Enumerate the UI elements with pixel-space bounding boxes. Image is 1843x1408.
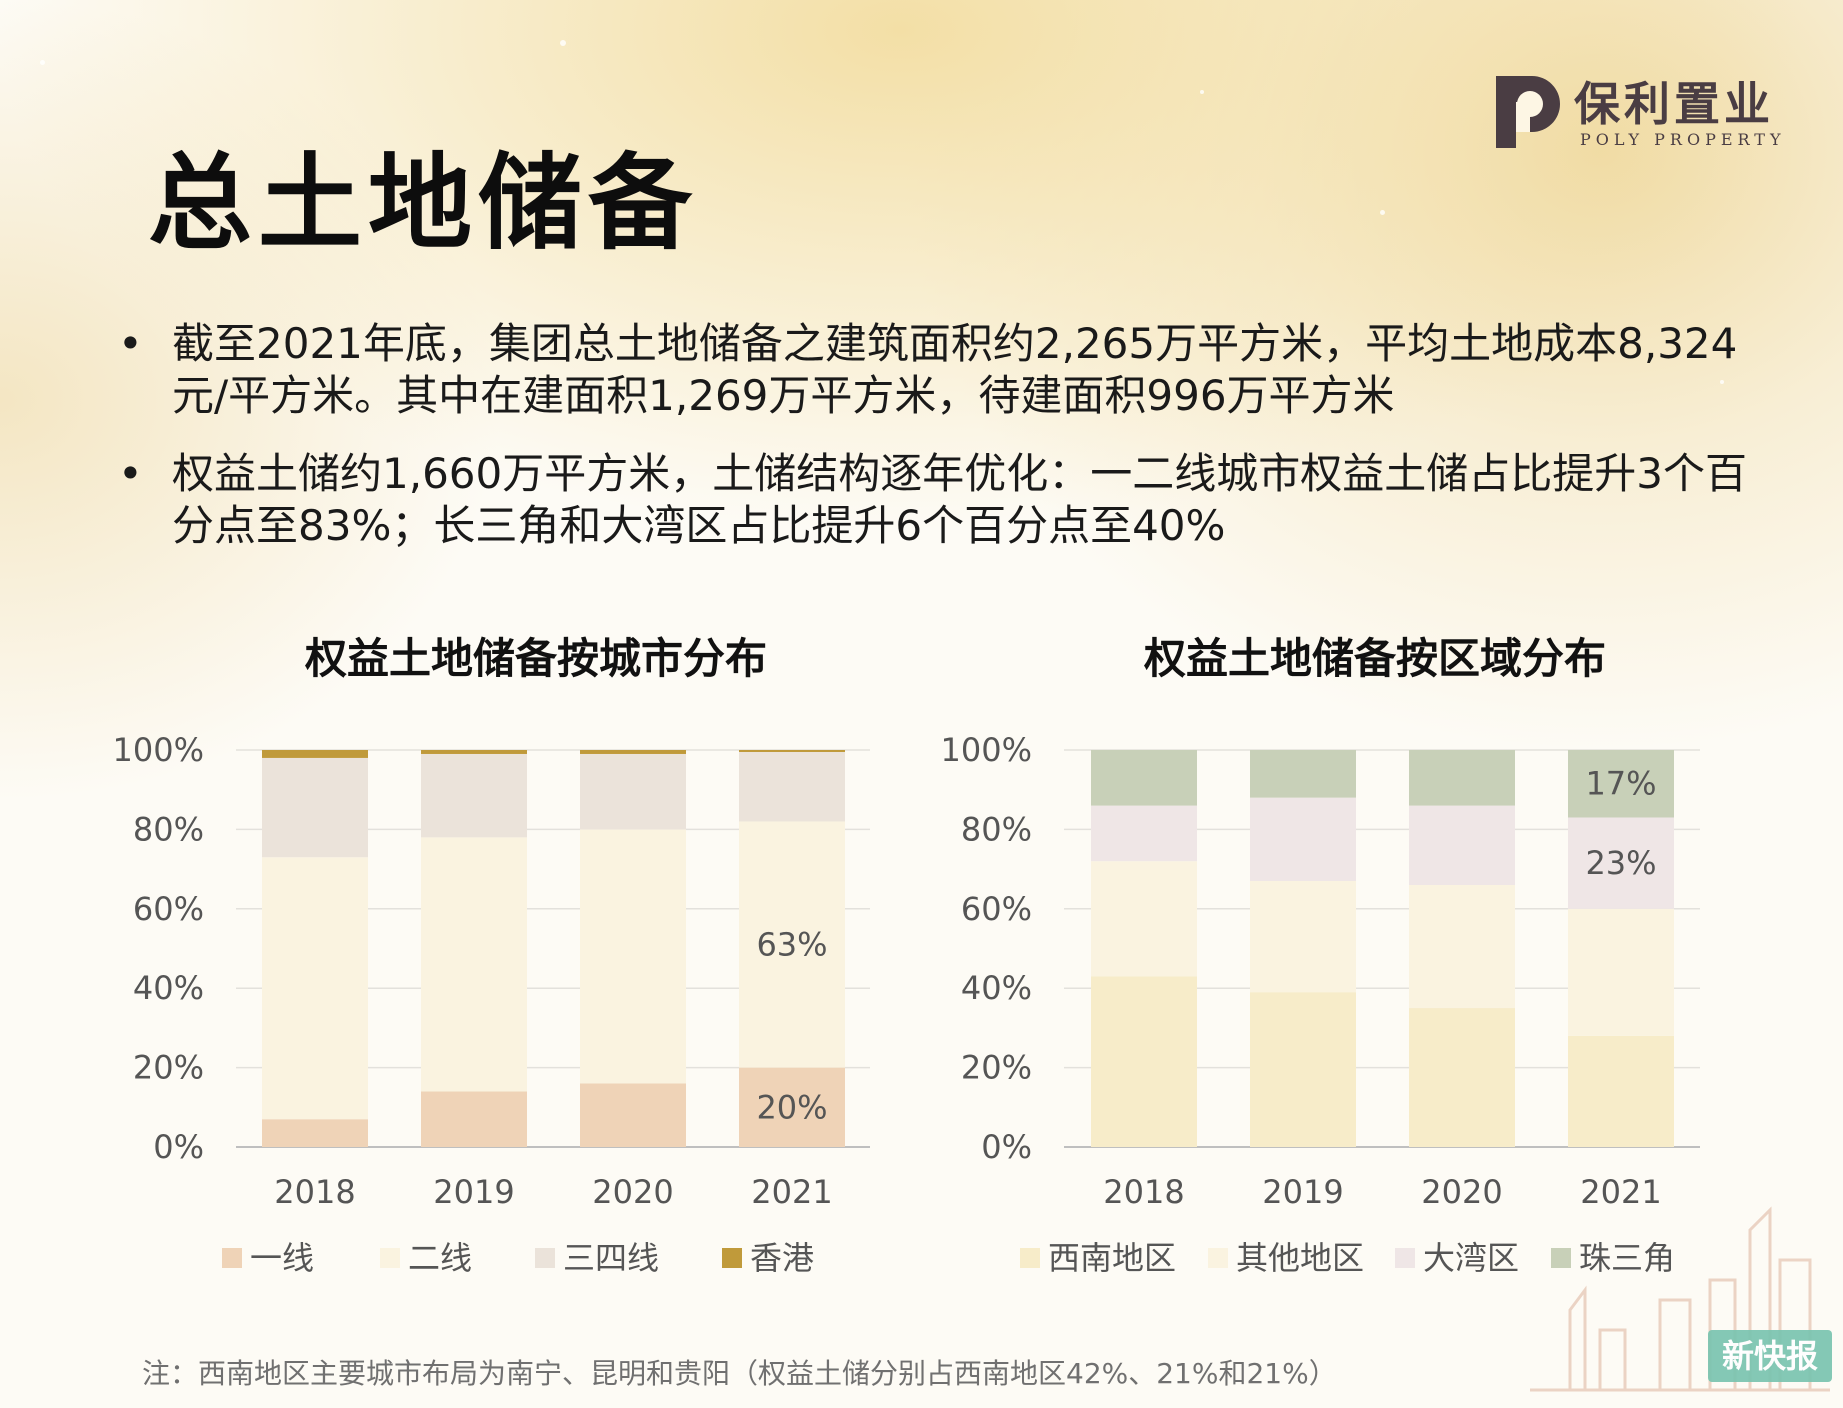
- sparkle: [560, 40, 566, 46]
- bar-segment: [580, 750, 686, 754]
- y-tick-label: 20%: [961, 1049, 1032, 1087]
- bar-segment: [262, 757, 368, 858]
- x-tick-label: 2019: [433, 1173, 514, 1211]
- legend-label: 其他地区: [1236, 1239, 1364, 1277]
- data-label: 20%: [756, 1088, 827, 1126]
- bar-segment: [1409, 884, 1515, 1009]
- x-tick-label: 2020: [1421, 1173, 1502, 1211]
- bar-segment: [421, 1091, 527, 1147]
- bar-segment: [1409, 750, 1515, 806]
- legend-swatch: [1551, 1248, 1571, 1268]
- y-tick-label: 40%: [133, 969, 204, 1007]
- legend-label: 香港: [750, 1239, 814, 1277]
- legend-swatch: [1395, 1248, 1415, 1268]
- poly-logo-icon: [1496, 76, 1560, 148]
- x-tick-label: 2018: [1103, 1173, 1184, 1211]
- bar-segment: [1409, 805, 1515, 885]
- bullet-item: • 权益土储约1,660万平方米，土储结构逐年优化：一二线城市权益土储占比提升3个…: [118, 448, 1758, 552]
- x-tick-label: 2021: [1580, 1173, 1661, 1211]
- y-tick-label: 40%: [961, 969, 1032, 1007]
- bullet-dot: •: [118, 319, 143, 368]
- legend-swatch: [535, 1248, 555, 1268]
- x-tick-label: 2018: [274, 1173, 355, 1211]
- bar-segment: [1568, 817, 1674, 909]
- bar-segment: [580, 753, 686, 830]
- bar-segment: [739, 751, 845, 822]
- sparkle: [1720, 380, 1724, 384]
- bar-segment: [421, 750, 527, 754]
- legend-swatch: [1208, 1248, 1228, 1268]
- y-tick-label: 80%: [961, 810, 1032, 848]
- brand-name: 保利置业: [1574, 77, 1774, 131]
- legend-swatch: [222, 1248, 242, 1268]
- y-tick-label: 100%: [941, 731, 1032, 769]
- y-tick-label: 60%: [961, 890, 1032, 928]
- legend-label: 三四线: [563, 1239, 659, 1277]
- data-label: 17%: [1585, 765, 1656, 803]
- legend-label: 西南地区: [1048, 1239, 1176, 1277]
- bar-segment: [262, 1119, 368, 1147]
- page-title: 总土地储备: [148, 142, 699, 264]
- y-tick-label: 60%: [133, 890, 204, 928]
- watermark-badge: 新快报: [1708, 1330, 1832, 1382]
- bar-segment: [1409, 1008, 1515, 1147]
- sparkle: [40, 60, 45, 65]
- bar-segment: [580, 1083, 686, 1147]
- bar-segment: [1250, 750, 1356, 798]
- sparkle: [1380, 210, 1385, 215]
- bar-segment: [739, 821, 845, 1068]
- bullet-text: 截至2021年底，集团总土地储备之建筑面积约2,265万平方米，平均土地成本8,…: [172, 319, 1738, 420]
- bar-segment: [739, 1067, 845, 1147]
- sparkle: [1200, 90, 1204, 94]
- bar-segment: [262, 857, 368, 1120]
- bullet-list: • 截至2021年底，集团总土地储备之建筑面积约2,265万平方米，平均土地成本8…: [118, 318, 1758, 578]
- bar-segment: [262, 750, 368, 758]
- x-tick-label: 2021: [751, 1173, 832, 1211]
- bar-segment: [1091, 976, 1197, 1147]
- bar-segment: [1250, 881, 1356, 993]
- data-label: 63%: [756, 926, 827, 964]
- bar-segment: [421, 753, 527, 838]
- y-tick-label: 80%: [133, 810, 204, 848]
- y-tick-label: 0%: [981, 1128, 1032, 1166]
- bar-segment: [1250, 992, 1356, 1147]
- bar-segment: [739, 750, 845, 752]
- bar-segment: [1091, 861, 1197, 977]
- legend-swatch: [380, 1248, 400, 1268]
- bar-segment: [1568, 908, 1674, 1036]
- footnote: 注：西南地区主要城市布局为南宁、昆明和贵阳（权益土储分别占西南地区42%、21%…: [142, 1357, 1337, 1390]
- bar-segment: [1568, 1035, 1674, 1147]
- legend-label: 一线: [250, 1239, 314, 1277]
- y-tick-label: 20%: [133, 1049, 204, 1087]
- bullet-text: 权益土储约1,660万平方米，土储结构逐年优化：一二线城市权益土储占比提升3个百…: [172, 449, 1747, 550]
- bar-segment: [1091, 805, 1197, 862]
- chart-title-region: 权益土地储备按区域分布: [1143, 634, 1606, 683]
- data-label: 23%: [1585, 844, 1656, 882]
- brand-subtitle: POLY PROPERTY: [1580, 130, 1786, 149]
- legend-label: 二线: [408, 1239, 472, 1277]
- bar-segment: [1568, 750, 1674, 818]
- legend-swatch: [1020, 1248, 1040, 1268]
- bar-segment: [421, 837, 527, 1092]
- y-tick-label: 0%: [153, 1128, 204, 1166]
- bar-segment: [1250, 797, 1356, 882]
- x-tick-label: 2020: [592, 1173, 673, 1211]
- x-tick-label: 2019: [1262, 1173, 1343, 1211]
- legend-label: 珠三角: [1579, 1239, 1675, 1277]
- legend-swatch: [722, 1248, 742, 1268]
- bar-segment: [1091, 750, 1197, 806]
- bullet-dot: •: [118, 449, 143, 498]
- chart-title-city: 权益土地储备按城市分布: [304, 634, 767, 683]
- poly-property-logo: 保利置业 POLY PROPERTY: [1492, 68, 1792, 158]
- legend-label: 大湾区: [1423, 1239, 1519, 1277]
- bar-segment: [580, 829, 686, 1084]
- y-tick-label: 100%: [113, 731, 204, 769]
- bullet-item: • 截至2021年底，集团总土地储备之建筑面积约2,265万平方米，平均土地成本8…: [118, 318, 1758, 422]
